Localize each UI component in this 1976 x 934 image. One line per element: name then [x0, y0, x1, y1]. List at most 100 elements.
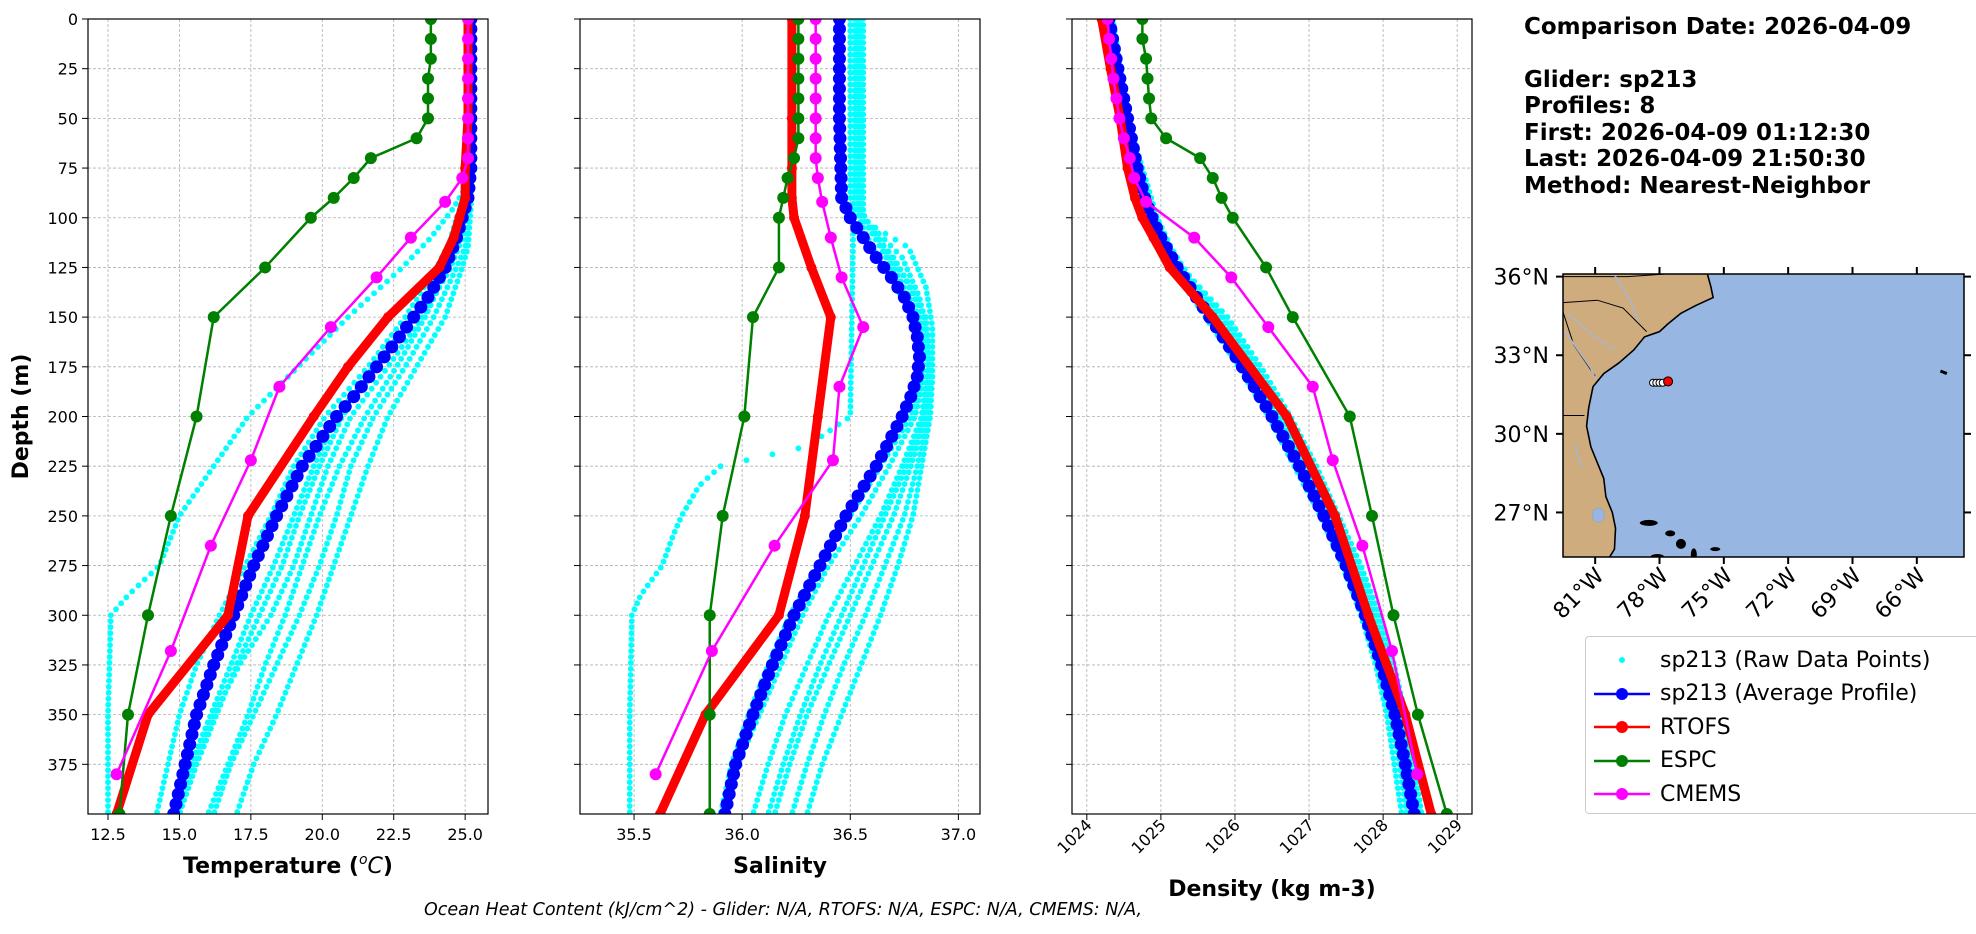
raw-data-point — [886, 493, 893, 499]
raw-data-point — [846, 648, 853, 654]
cmems-marker — [809, 132, 822, 145]
raw-data-point — [640, 588, 647, 595]
average-marker — [897, 290, 911, 304]
raw-data-point — [822, 707, 829, 714]
raw-data-point — [867, 600, 873, 607]
raw-data-point — [892, 570, 898, 577]
cmems-marker — [857, 321, 870, 334]
raw-data-point — [877, 522, 884, 529]
x-tick-label: 1029 — [1424, 815, 1466, 857]
raw-data-point — [850, 236, 857, 243]
raw-data-point — [811, 695, 817, 702]
raw-data-point — [913, 493, 920, 499]
cmems-marker — [816, 195, 829, 208]
raw-data-point — [304, 522, 311, 529]
average-marker — [370, 360, 384, 374]
map-lon-label: 66°W — [1870, 563, 1931, 624]
average-marker — [1394, 737, 1408, 751]
average-marker — [265, 519, 279, 533]
raw-data-point — [264, 618, 270, 625]
y-tick-label: 375 — [47, 755, 78, 774]
raw-data-point — [106, 660, 113, 666]
raw-data-point — [853, 558, 860, 565]
raw-data-point — [885, 505, 892, 511]
raw-data-point — [626, 731, 633, 738]
rtofs-marker — [655, 809, 665, 814]
espc-marker — [777, 191, 790, 204]
espc-marker — [327, 191, 340, 204]
raw-data-point — [853, 171, 860, 177]
raw-data-point — [799, 725, 806, 732]
raw-data-point — [223, 445, 229, 452]
x-tick-label: 1027 — [1276, 815, 1318, 857]
average-marker — [880, 439, 894, 453]
raw-data-point — [892, 236, 899, 243]
average-marker — [196, 688, 210, 702]
method: Method: Nearest-Neighbor — [1524, 172, 1871, 199]
raw-data-point — [105, 767, 111, 774]
raw-data-point — [844, 695, 851, 702]
raw-data-point — [769, 797, 776, 803]
cmems-series — [649, 19, 870, 781]
cmems-marker — [1411, 768, 1424, 781]
espc-marker — [746, 311, 759, 324]
raw-data-point — [860, 171, 867, 177]
raw-data-point — [250, 695, 257, 702]
raw-data-point — [219, 606, 226, 613]
raw-data-point — [360, 475, 367, 482]
raw-data-point — [440, 218, 446, 225]
raw-data-point — [113, 606, 119, 613]
raw-data-point — [233, 648, 240, 654]
raw-data-point — [363, 469, 369, 476]
raw-data-point — [250, 761, 257, 768]
raw-data-point — [350, 409, 357, 416]
raw-data-point — [405, 344, 411, 350]
raw-data-point — [105, 743, 111, 750]
raw-data-point — [626, 719, 633, 726]
raw-data-point — [812, 642, 819, 648]
raw-data-point — [873, 552, 880, 559]
average-marker — [183, 737, 197, 751]
raw-data-point — [386, 361, 393, 368]
raw-data-point — [628, 618, 635, 625]
raw-data-point — [862, 218, 868, 225]
raw-data-point — [433, 308, 440, 315]
raw-data-point — [901, 457, 908, 464]
raw-data-point — [106, 648, 113, 654]
raw-data-point — [364, 296, 371, 303]
cmems-marker — [824, 231, 837, 244]
raw-data-point — [890, 576, 896, 583]
raw-data-point — [793, 743, 799, 750]
raw-data-point — [342, 481, 349, 487]
raw-data-point — [901, 260, 908, 267]
comparison-date: Comparison Date: 2026-04-09 — [1524, 14, 1912, 40]
raw-data-point — [847, 165, 854, 171]
raw-data-point — [105, 773, 111, 780]
raw-data-point — [298, 564, 305, 571]
raw-data-point — [626, 797, 633, 803]
raw-data-point — [879, 475, 886, 482]
raw-data-point — [135, 582, 142, 589]
raw-data-point — [899, 463, 906, 470]
average-marker — [215, 638, 229, 652]
raw-data-point — [337, 499, 344, 505]
raw-data-point — [790, 749, 797, 756]
raw-data-point — [820, 624, 827, 631]
raw-data-point — [848, 344, 855, 350]
raw-data-point — [860, 69, 867, 76]
raw-data-point — [220, 773, 227, 780]
raw-data-point — [154, 809, 160, 814]
raw-data-point — [860, 183, 867, 189]
x-tick-label: 1025 — [1127, 815, 1169, 857]
average-marker — [746, 708, 760, 722]
raw-data-point — [860, 22, 867, 28]
raw-data-point — [105, 701, 112, 708]
espc-marker — [1387, 609, 1400, 622]
espc-marker — [122, 708, 134, 721]
raw-data-point — [927, 403, 934, 410]
raw-data-point — [409, 302, 416, 309]
raw-data-point — [208, 725, 214, 732]
raw-data-point — [832, 552, 839, 559]
raw-data-point — [848, 320, 855, 326]
average-marker — [377, 350, 391, 364]
